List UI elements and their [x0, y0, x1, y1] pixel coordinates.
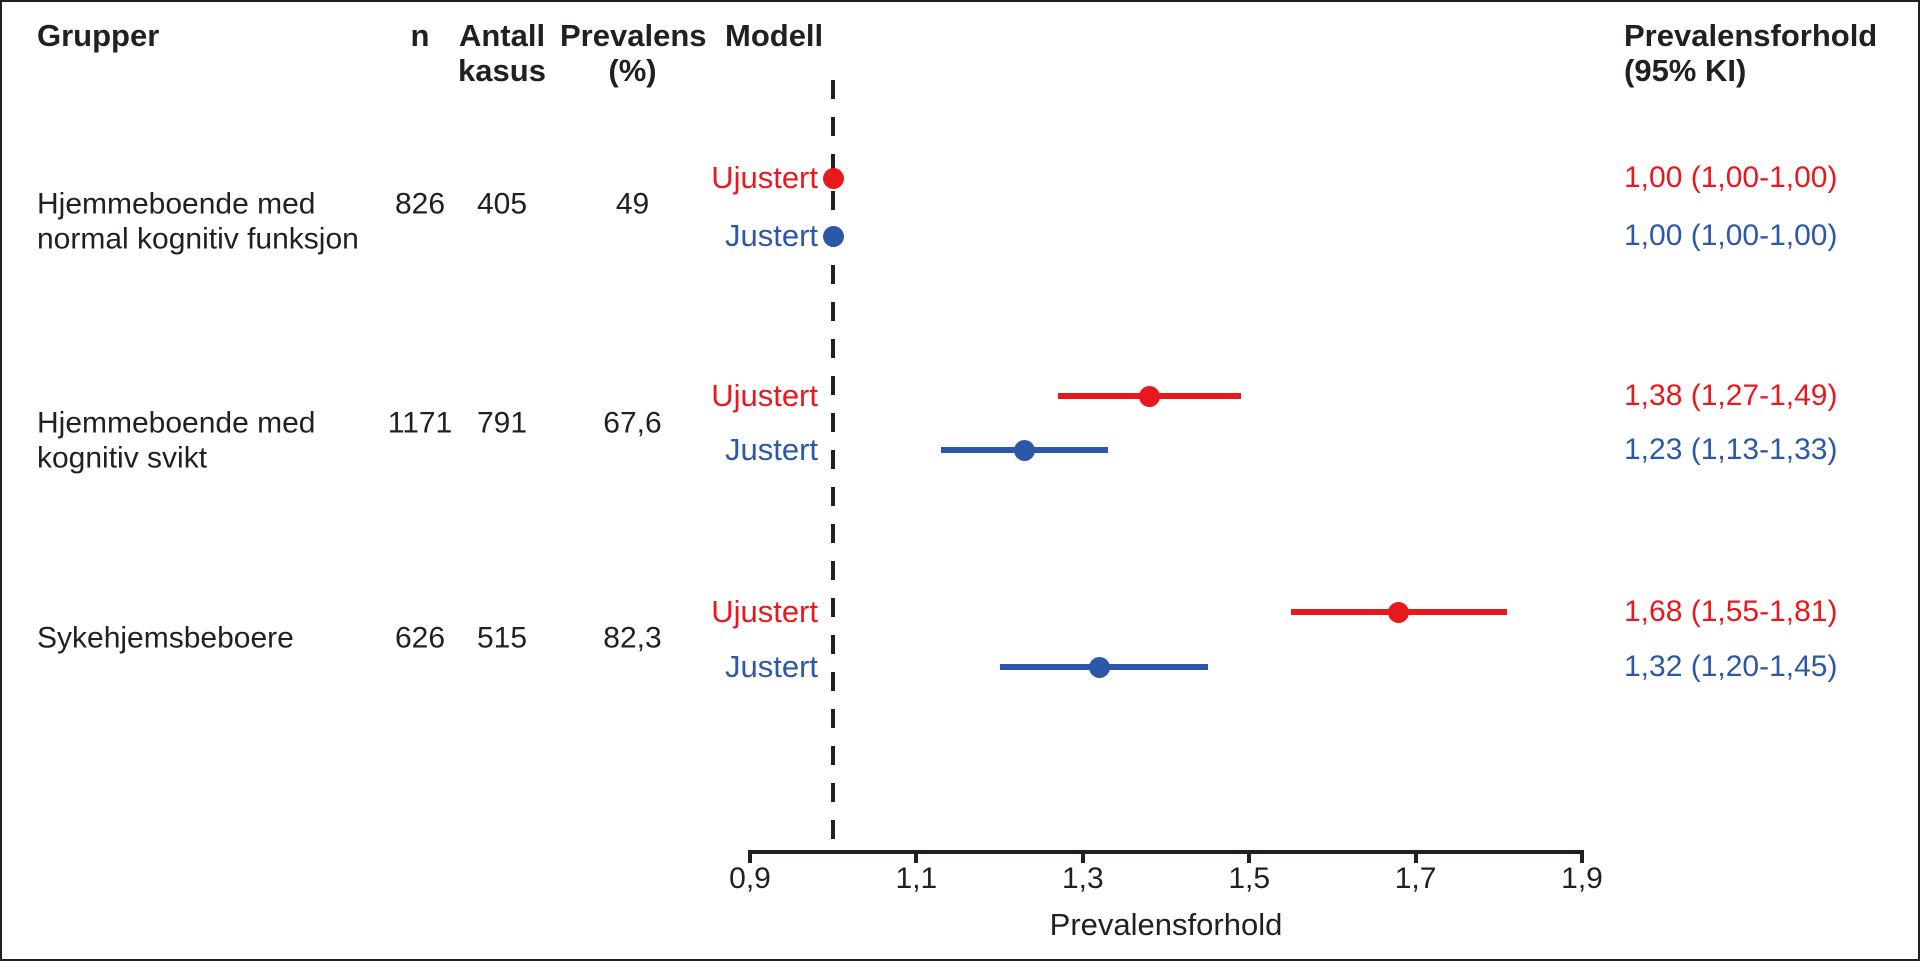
estimate-point	[1088, 656, 1110, 678]
model-label-ujustert: Ujustert	[711, 160, 818, 195]
estimate-point	[822, 167, 844, 189]
col-header-antall-kasus: Antall kasus	[442, 18, 562, 88]
group-label-line: Hjemmeboende med	[37, 406, 316, 440]
col-header-antall-line2: kasus	[458, 53, 546, 88]
group-label-line: normal kognitiv funksjon	[37, 222, 359, 256]
x-axis-tick-label: 1,5	[1228, 862, 1271, 895]
estimate-point	[1014, 439, 1036, 461]
group-prevalence: 67,6	[603, 406, 662, 440]
model-label-justert: Justert	[724, 432, 818, 467]
estimate-ci-text: 1,00 (1,00-1,00)	[1624, 219, 1838, 252]
col-header-modell: Modell	[725, 18, 824, 53]
estimate-ci-text: 1,23 (1,13-1,33)	[1624, 433, 1838, 466]
group-cases: 515	[476, 621, 528, 655]
x-axis-tick	[1080, 852, 1085, 863]
x-axis-title: Prevalensforhold	[1049, 907, 1283, 942]
col-header-prevalens-line1: Prevalens	[560, 18, 707, 53]
group-label-line: Hjemmeboende med	[37, 187, 316, 221]
group-label-line: Sykehjemsbeboere	[37, 621, 294, 655]
col-header-grupper: Grupper	[37, 18, 160, 53]
x-axis-tick	[748, 852, 752, 863]
col-header-n: n	[410, 18, 430, 53]
estimate-ci-text: 1,32 (1,20-1,45)	[1624, 650, 1838, 683]
x-axis-tick-label: 1,3	[1061, 862, 1104, 895]
group-prevalence: 49	[615, 187, 650, 221]
estimate-ci-text: 1,38 (1,27-1,49)	[1624, 379, 1838, 412]
x-axis-tick-label: 1,9	[1561, 862, 1603, 895]
col-header-prevalens: Prevalens (%)	[560, 18, 707, 88]
col-header-pf-line1: Prevalensforhold	[1624, 18, 1878, 53]
x-axis-tick	[1580, 852, 1584, 863]
col-header-antall-line1: Antall	[458, 18, 546, 53]
x-axis-tick-label: 1,7	[1394, 862, 1437, 895]
model-label-justert: Justert	[724, 649, 818, 684]
model-label-justert: Justert	[724, 218, 818, 253]
group-n: 626	[394, 621, 446, 655]
x-axis-tick	[1413, 852, 1418, 863]
model-label-ujustert: Ujustert	[711, 594, 818, 629]
group-cases: 405	[476, 187, 528, 221]
x-axis-tick-label: 1,1	[895, 862, 938, 895]
x-axis-tick-label: 0,9	[729, 862, 771, 895]
estimate-point	[822, 225, 844, 247]
x-axis-line	[748, 850, 1584, 854]
estimate-ci-text: 1,68 (1,55-1,81)	[1624, 595, 1838, 628]
col-header-prevalens-line2: (%)	[608, 53, 657, 88]
group-n: 1171	[387, 406, 453, 440]
group-n: 826	[394, 187, 446, 221]
group-label-line: kognitiv svikt	[37, 441, 208, 475]
reference-line	[831, 80, 836, 852]
col-header-prevalensforhold-ki: Prevalensforhold (95% KI)	[1624, 18, 1877, 88]
col-header-pf-line2: (95% KI)	[1624, 53, 1747, 88]
x-axis-tick	[914, 852, 919, 863]
estimate-ci-text: 1,00 (1,00-1,00)	[1624, 161, 1838, 194]
x-axis-tick	[1247, 852, 1252, 863]
model-label-ujustert: Ujustert	[711, 378, 818, 413]
group-cases: 791	[476, 406, 528, 440]
group-prevalence: 82,3	[603, 621, 662, 655]
estimate-point	[1138, 385, 1160, 407]
estimate-point	[1388, 601, 1410, 623]
